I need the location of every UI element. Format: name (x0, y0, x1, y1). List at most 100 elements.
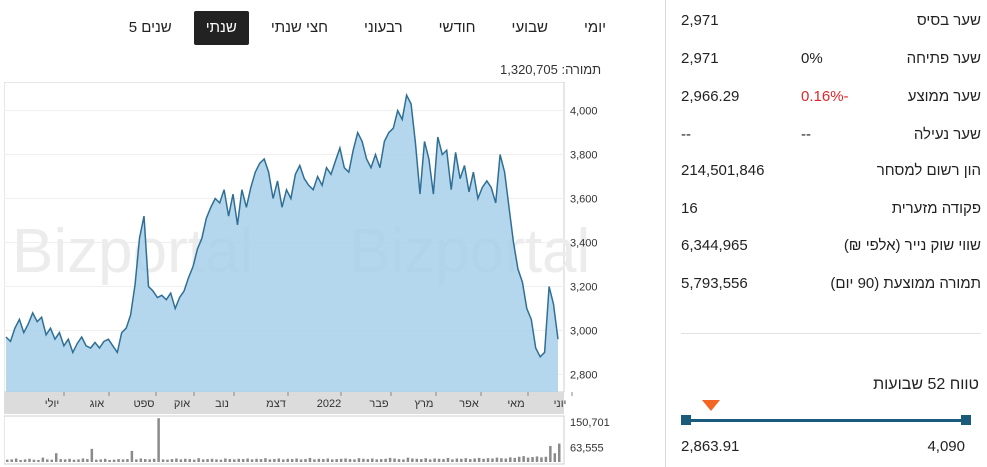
volume-bar (535, 456, 539, 462)
volume-bar (237, 458, 240, 462)
volume-bar (264, 458, 267, 462)
volume-bar (206, 459, 209, 462)
volume-bar (103, 458, 107, 462)
volume-bar (522, 456, 525, 462)
volume-bar (54, 453, 58, 462)
x-tick-label: ספט (134, 398, 155, 410)
volume-bar (411, 458, 414, 462)
volume-bar (277, 458, 281, 462)
volume-bar (28, 458, 31, 462)
volume-bar (282, 459, 285, 462)
volume-bar (553, 453, 557, 462)
volume-bar (486, 458, 490, 462)
x-tick-label: מרץ (415, 398, 434, 410)
volume-bar (255, 458, 258, 462)
volume-bar (228, 459, 232, 462)
panel-divider (681, 333, 981, 334)
volume-bar (549, 445, 552, 462)
volume-bar (19, 459, 22, 462)
price-chart[interactable]: Bizportal Bizportal 4,0003,8003,6003,400… (4, 82, 610, 465)
stat-change: -- (801, 126, 811, 143)
tab-6[interactable]: 5 שנים (128, 19, 172, 36)
volume-bar (397, 459, 401, 462)
volume-bar (415, 458, 419, 462)
stat-value: 2,971 (681, 50, 719, 67)
price-line (5, 92, 559, 359)
volume-bar (420, 459, 423, 462)
x-tick-label: יוני (554, 398, 567, 410)
volume-bar (437, 458, 441, 462)
volume-bar (215, 459, 218, 462)
tab-5[interactable]: שנתי (193, 11, 249, 45)
volume-bar (317, 458, 321, 462)
volume-bar (63, 459, 67, 462)
volume-bar (344, 458, 347, 462)
volume-bar (99, 459, 102, 462)
volume-bar (23, 459, 27, 462)
stat-row: הון רשום למסחר 214,501,846 (681, 162, 981, 186)
volume-bar (175, 458, 178, 462)
tab-3[interactable]: רבעוני (364, 19, 403, 36)
volume-bar (513, 457, 516, 462)
x-tick-label: יולי (45, 397, 59, 410)
volume-bar (144, 459, 147, 462)
stat-row: פקודה מזערית 16 (681, 200, 981, 224)
stat-row: תמורה ממוצעת (90 יום) 5,793,556 (681, 275, 981, 299)
volume-bar (504, 458, 508, 462)
stat-value: 5,793,556 (681, 275, 748, 292)
volume-bar (81, 458, 85, 462)
volume-bar (166, 459, 169, 462)
volume-bar (6, 459, 9, 462)
volume-bar (72, 459, 76, 462)
stat-label: תמורה ממוצעת (90 יום) (830, 275, 981, 292)
volume-bar (308, 457, 312, 462)
y-tick-label: 3,800 (570, 150, 598, 162)
volume-bar (473, 458, 476, 462)
period-tabs: יומי שבועי חודשי רבעוני חצי שנתי שנתי 5 שנים (80, 10, 620, 46)
stat-row: שער בסיס 2,971 (681, 12, 981, 36)
range-52w-track (686, 419, 966, 422)
tab-1[interactable]: שבועי (511, 19, 548, 36)
volume-bar (161, 459, 165, 462)
stat-value: 6,344,965 (681, 237, 748, 254)
volume-bar (77, 459, 80, 462)
volume-bar (509, 457, 512, 462)
range-52w-title: טווח 52 שבועות (873, 376, 979, 393)
volume-bar (135, 459, 138, 462)
volume-bar (224, 458, 227, 462)
volume-bar (375, 459, 378, 462)
y-tick-label: 3,200 (570, 281, 598, 293)
stat-change: 0.16%- (801, 88, 849, 105)
volume-bar (468, 459, 472, 462)
volume-bar (526, 457, 530, 462)
tab-4[interactable]: חצי שנתי (270, 19, 328, 36)
volume-tick-label: 150,701 (570, 417, 610, 429)
volume-bar (384, 458, 387, 462)
stat-value: 2,971 (681, 12, 719, 29)
volume-bar (157, 418, 160, 462)
stat-change: 0% (801, 50, 823, 67)
x-tick-label: דצמ (266, 398, 286, 410)
range-52w-low: 2,863.91 (681, 438, 740, 455)
volume-bar (491, 458, 494, 462)
volume-bar (130, 450, 134, 462)
volume-bar (330, 459, 334, 462)
y-tick-label: 3,000 (570, 325, 598, 337)
volume-bar (148, 459, 151, 462)
tab-0[interactable]: יומי (584, 19, 606, 36)
y-tick-label: 4,000 (570, 106, 598, 118)
volume-tick-label: 63,555 (570, 442, 604, 454)
range-current-marker-icon (701, 400, 720, 411)
volume-bar (379, 459, 383, 462)
range-52w-high: 4,090 (927, 438, 965, 455)
volume-bar (192, 459, 196, 462)
volume-bar (46, 459, 49, 462)
volume-bar (388, 457, 392, 462)
y-tick-label: 3,600 (570, 194, 598, 206)
x-tick-label: נוב (215, 398, 229, 410)
volume-bar (126, 459, 129, 462)
volume-bar (544, 456, 548, 462)
volume-bar (371, 458, 374, 462)
tab-2[interactable]: חודשי (438, 19, 476, 36)
stat-label: הון רשום למסחר (876, 162, 981, 179)
